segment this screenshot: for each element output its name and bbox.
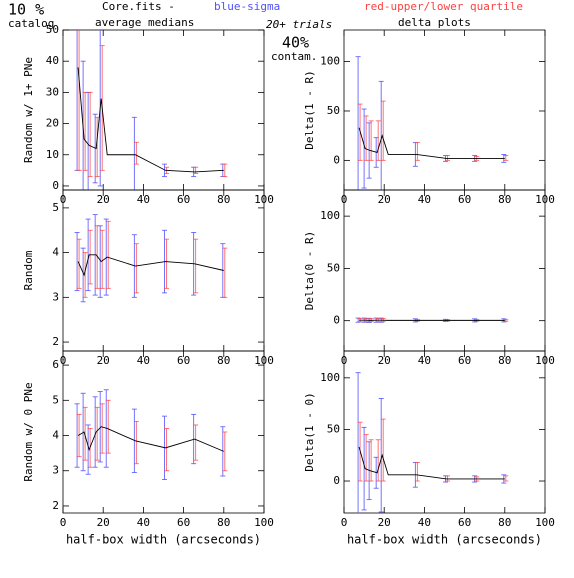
y-tick-label: 3 [52, 290, 59, 303]
y-tick-label: 6 [52, 358, 59, 371]
header-text: contam. [271, 50, 317, 63]
frame [344, 190, 545, 351]
plot-area [356, 318, 509, 322]
frame [344, 351, 545, 513]
panel: 0 20 40 60 80 100 0 50 100 Delta(1 - 0) half-box w… [303, 351, 555, 547]
y-tick-label: 4 [52, 246, 59, 259]
plot-area [75, 215, 228, 302]
header-text: 40% [282, 34, 309, 52]
x-tick-label: 80 [217, 516, 230, 529]
y-tick-label: 100 [320, 371, 340, 384]
y-tick-label: 0 [52, 179, 59, 192]
x-axis-label: half-box width (arcseconds) [66, 533, 261, 547]
x-tick-label: 40 [418, 516, 431, 529]
frame [63, 351, 264, 513]
frame [344, 30, 545, 190]
y-axis-label: Random [22, 250, 35, 290]
y-tick-label: 2 [52, 335, 59, 348]
plot-area [75, 0, 228, 217]
x-tick-label: 80 [498, 516, 511, 529]
header-text: Core.fits - [102, 0, 175, 13]
x-tick-label: 20 [378, 516, 391, 529]
y-tick-label: 0 [333, 153, 340, 166]
y-axis-label: Random w/ 1+ PNe [22, 57, 35, 163]
x-tick-label: 40 [137, 516, 150, 529]
x-tick-label: 20 [97, 516, 110, 529]
y-tick-label: 2 [52, 499, 59, 512]
x-axis-label: half-box width (arcseconds) [347, 533, 542, 547]
x-tick-label: 100 [535, 516, 555, 529]
panel: 0 20 40 60 80 100 2 3 4 5 6 Random w/ 0 PNe half-box… [22, 351, 274, 547]
y-axis-label: Random w/ 0 PNe [22, 382, 35, 481]
header-text: blue-sigma [214, 0, 280, 13]
header-text: delta plots [398, 16, 471, 29]
header-text: average medians [95, 16, 194, 29]
y-axis-label: Delta(1 - R) [303, 70, 316, 149]
x-tick-label: 60 [177, 516, 190, 529]
y-tick-label: 100 [320, 55, 340, 68]
y-axis-label: Delta(0 - R) [303, 231, 316, 310]
y-tick-label: 0 [333, 314, 340, 327]
header-text: 10 % [8, 1, 44, 19]
y-tick-label: 100 [320, 209, 340, 222]
y-tick-label: 5 [52, 393, 59, 406]
y-tick-label: 20 [46, 117, 59, 130]
x-tick-label: 0 [60, 516, 67, 529]
y-tick-label: 50 [327, 422, 340, 435]
y-tick-label: 40 [46, 54, 59, 67]
header-text: 20+ trials [266, 18, 332, 31]
plot-area [75, 390, 228, 480]
plot-area [356, 373, 509, 522]
y-tick-label: 30 [46, 85, 59, 98]
y-tick-label: 5 [52, 201, 59, 214]
x-tick-label: 60 [458, 516, 471, 529]
y-tick-label: 3 [52, 464, 59, 477]
frame [63, 30, 264, 190]
x-tick-label: 0 [341, 516, 348, 529]
y-tick-label: 50 [46, 23, 59, 36]
y-axis-label: Delta(1 - 0) [303, 392, 316, 471]
y-tick-label: 50 [327, 104, 340, 117]
y-tick-label: 4 [52, 429, 59, 442]
y-tick-label: 50 [327, 261, 340, 274]
header-text: red-upper/lower quartile [364, 0, 523, 13]
x-tick-label: 100 [254, 516, 274, 529]
y-tick-label: 0 [333, 474, 340, 487]
plot-area [356, 57, 509, 199]
y-tick-label: 10 [46, 148, 59, 161]
